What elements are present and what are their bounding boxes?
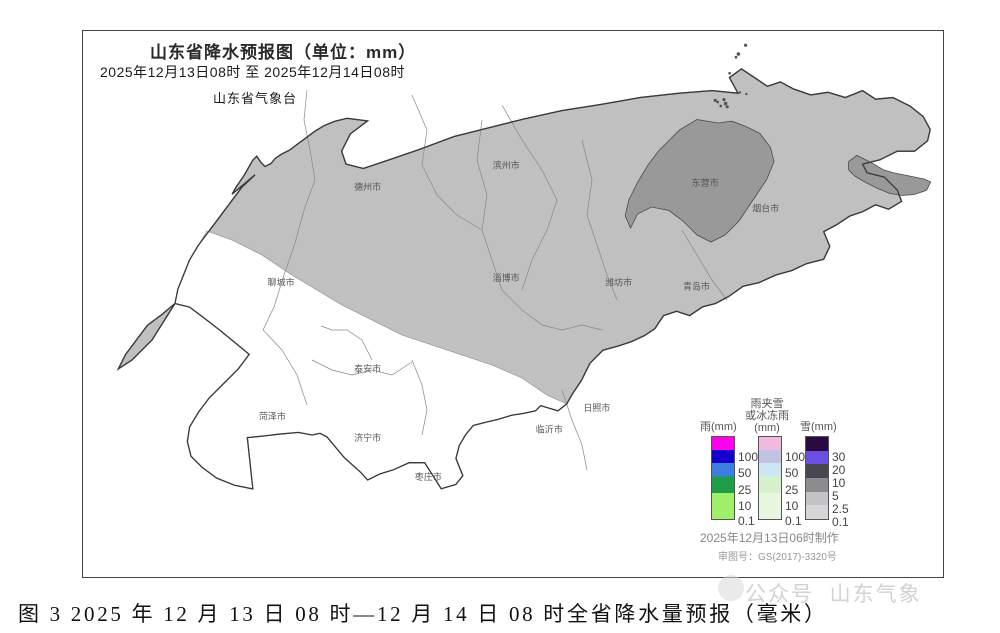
- svg-text:青岛市: 青岛市: [683, 281, 710, 292]
- svg-text:临沂市: 临沂市: [536, 423, 563, 434]
- svg-text:潍坊市: 潍坊市: [605, 276, 632, 287]
- svg-text:日照市: 日照市: [583, 402, 610, 413]
- svg-text:泰安市: 泰安市: [354, 363, 381, 374]
- svg-text:菏泽市: 菏泽市: [259, 411, 286, 422]
- svg-text:东营市: 东营市: [692, 177, 719, 188]
- svg-text:枣庄市: 枣庄市: [415, 471, 442, 482]
- svg-text:德州市: 德州市: [354, 181, 381, 192]
- svg-text:济宁市: 济宁市: [354, 432, 381, 443]
- svg-text:烟台市: 烟台市: [752, 203, 779, 214]
- svg-text:聊城市: 聊城市: [268, 276, 295, 287]
- svg-text:滨州市: 滨州市: [493, 160, 520, 171]
